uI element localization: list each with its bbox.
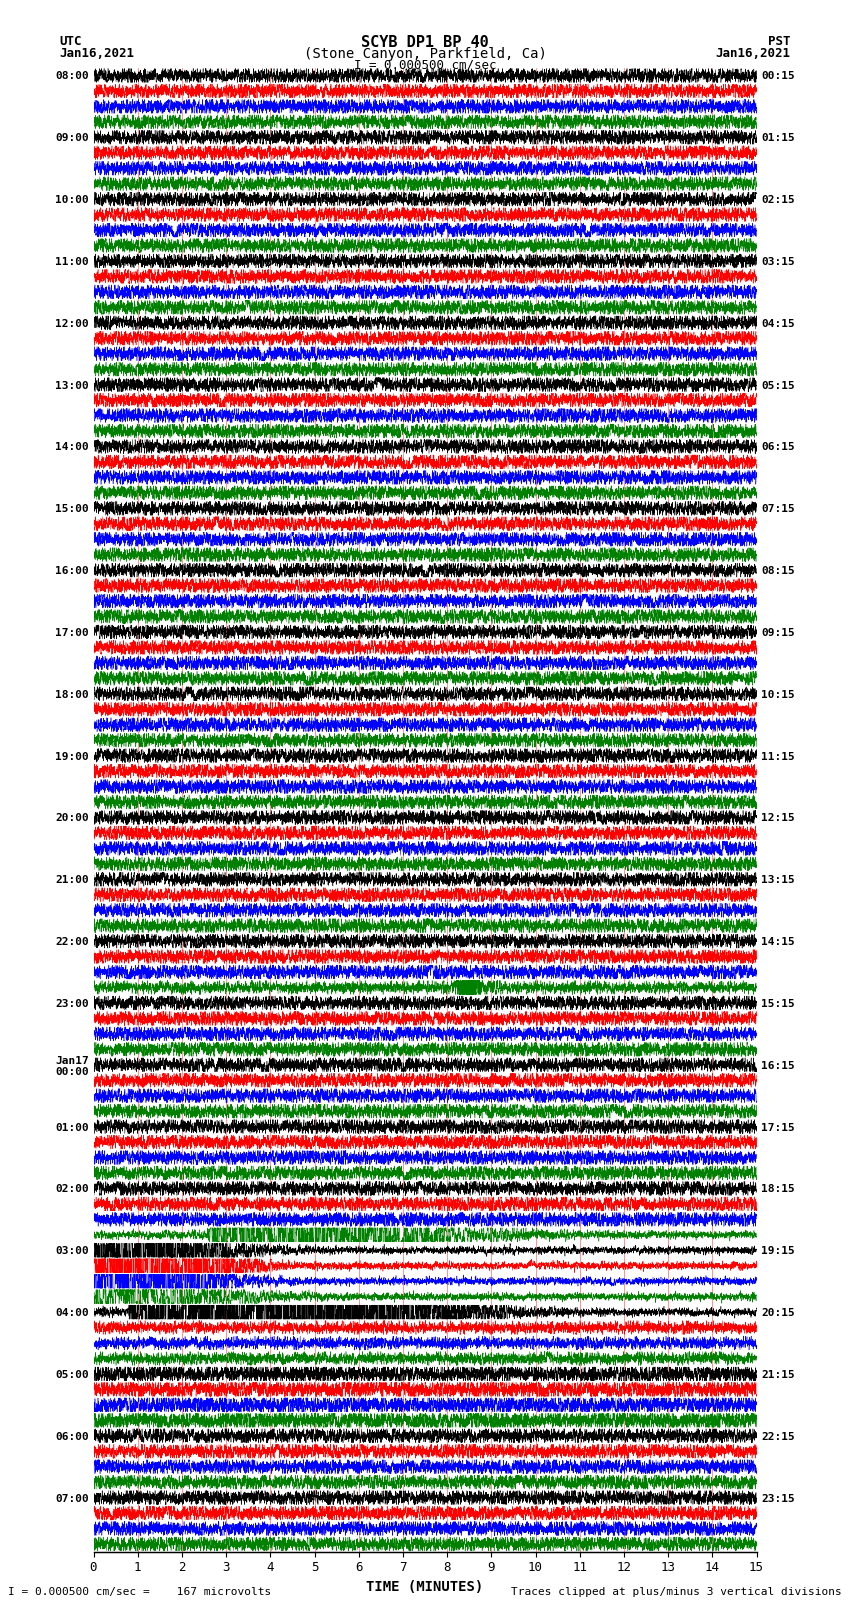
- Text: Jan16,2021: Jan16,2021: [716, 47, 790, 60]
- Text: SCYB DP1 BP 40: SCYB DP1 BP 40: [361, 35, 489, 50]
- Text: PST: PST: [768, 35, 790, 48]
- Text: Traces clipped at plus/minus 3 vertical divisions: Traces clipped at plus/minus 3 vertical …: [511, 1587, 842, 1597]
- Text: Jan16,2021: Jan16,2021: [60, 47, 134, 60]
- Text: I = 0.000500 cm/sec: I = 0.000500 cm/sec: [354, 58, 496, 71]
- X-axis label: TIME (MINUTES): TIME (MINUTES): [366, 1581, 484, 1594]
- Text: UTC: UTC: [60, 35, 82, 48]
- Text: (Stone Canyon, Parkfield, Ca): (Stone Canyon, Parkfield, Ca): [303, 47, 547, 61]
- Text: I = 0.000500 cm/sec =    167 microvolts: I = 0.000500 cm/sec = 167 microvolts: [8, 1587, 272, 1597]
